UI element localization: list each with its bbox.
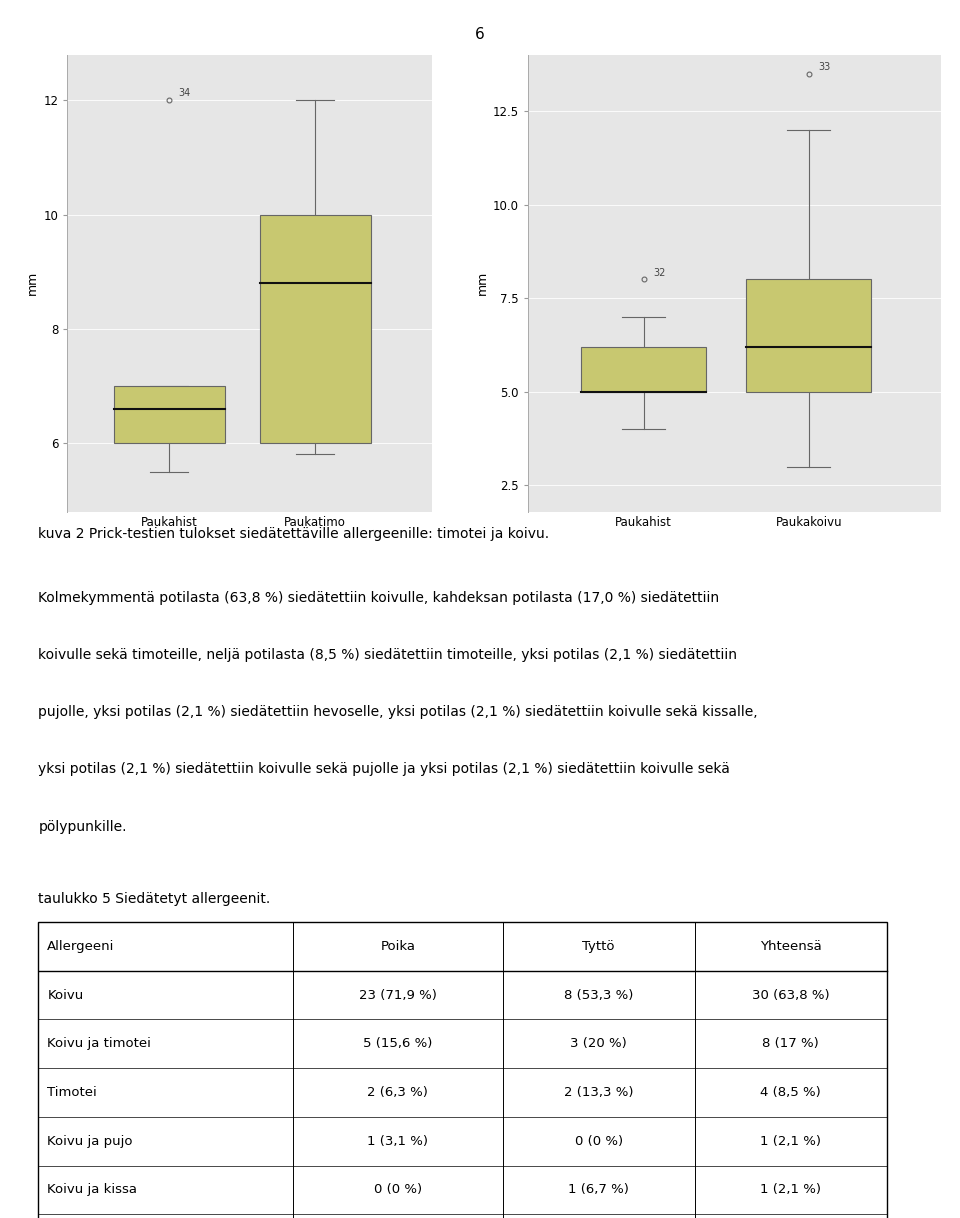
Text: pölypunkille.: pölypunkille. [38,820,127,833]
Text: 23 (71,9 %): 23 (71,9 %) [359,989,437,1001]
Text: Tyttö: Tyttö [583,940,615,952]
Y-axis label: mm: mm [26,272,39,295]
Text: kuva 2 Prick-testien tulokset siedätettäville allergeenille: timotei ja koivu.: kuva 2 Prick-testien tulokset siedätettä… [38,527,549,541]
Text: Yhteensä: Yhteensä [759,940,822,952]
Y-axis label: mm: mm [476,272,489,295]
Text: Koivu ja timotei: Koivu ja timotei [47,1038,152,1050]
Text: 6: 6 [475,27,485,41]
Text: Poika: Poika [380,940,416,952]
Text: koivulle sekä timoteille, neljä potilasta (8,5 %) siedätettiin timoteille, yksi : koivulle sekä timoteille, neljä potilast… [38,648,737,661]
Text: 0 (0 %): 0 (0 %) [575,1135,623,1147]
Text: Timotei: Timotei [47,1086,97,1099]
Text: 30 (63,8 %): 30 (63,8 %) [752,989,829,1001]
Text: 3 (20 %): 3 (20 %) [570,1038,627,1050]
Text: 1 (3,1 %): 1 (3,1 %) [368,1135,428,1147]
Bar [746,279,872,392]
Text: 1 (2,1 %): 1 (2,1 %) [760,1135,821,1147]
Text: 8 (53,3 %): 8 (53,3 %) [564,989,634,1001]
Text: Kolmekymmentä potilasta (63,8 %) siedätettiin koivulle, kahdeksan potilasta (17,: Kolmekymmentä potilasta (63,8 %) siedäte… [38,591,720,604]
Text: 1 (6,7 %): 1 (6,7 %) [568,1184,629,1196]
Text: 34: 34 [179,88,190,97]
Text: 2 (13,3 %): 2 (13,3 %) [564,1086,634,1099]
Text: Koivu ja pujo: Koivu ja pujo [47,1135,132,1147]
Text: taulukko 5 Siedätetyt allergeenit.: taulukko 5 Siedätetyt allergeenit. [38,892,271,905]
Text: 33: 33 [819,62,830,72]
Text: yksi potilas (2,1 %) siedätettiin koivulle sekä pujolle ja yksi potilas (2,1 %) : yksi potilas (2,1 %) siedätettiin koivul… [38,762,731,776]
Text: 8 (17 %): 8 (17 %) [762,1038,819,1050]
Text: 5 (15,6 %): 5 (15,6 %) [363,1038,432,1050]
Bar [581,347,707,392]
Text: pujolle, yksi potilas (2,1 %) siedätettiin hevoselle, yksi potilas (2,1 %) siedä: pujolle, yksi potilas (2,1 %) siedätetti… [38,705,758,719]
Text: Allergeeni: Allergeeni [47,940,114,952]
Text: 0 (0 %): 0 (0 %) [373,1184,421,1196]
Text: Koivu ja kissa: Koivu ja kissa [47,1184,137,1196]
Text: 1 (2,1 %): 1 (2,1 %) [760,1184,821,1196]
Bar [114,386,225,443]
Text: 2 (6,3 %): 2 (6,3 %) [368,1086,428,1099]
Text: 32: 32 [654,268,666,278]
Text: Koivu: Koivu [47,989,84,1001]
Bar [260,214,371,443]
Text: 4 (8,5 %): 4 (8,5 %) [760,1086,821,1099]
